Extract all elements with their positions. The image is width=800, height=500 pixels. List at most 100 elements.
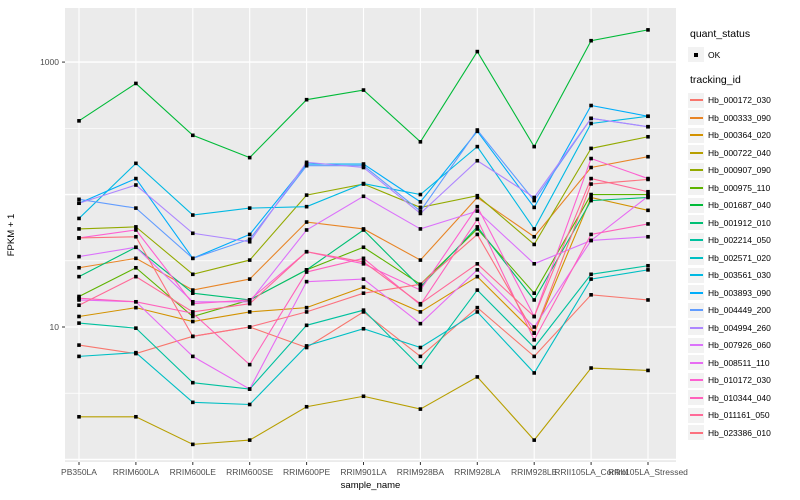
data-point <box>361 194 366 199</box>
data-point <box>247 387 252 391</box>
legend-label-Hb_000364_020: Hb_000364_020 <box>708 130 771 141</box>
legend-label-Hb_011161_050: Hb_011161_050 <box>708 410 770 421</box>
data-point <box>134 183 138 187</box>
data-point <box>77 197 81 202</box>
data-point <box>361 394 366 399</box>
legend-key-line-icon <box>688 302 704 318</box>
legend-label-Hb_003893_090: Hb_003893_090 <box>708 287 771 298</box>
data-point <box>532 242 536 247</box>
data-point <box>247 155 252 160</box>
legend-key-line-icon <box>688 215 704 231</box>
x-tick-label: RRIM600PE <box>283 467 331 477</box>
legend-key-line-icon <box>688 390 704 406</box>
data-point <box>134 274 138 279</box>
data-point <box>191 299 195 304</box>
legend-key-line-icon <box>688 372 704 388</box>
data-point <box>134 176 138 181</box>
data-point <box>304 193 309 197</box>
x-axis-title: sample_name <box>341 480 401 491</box>
legend-item-Hb_000722_040: Hb_000722_040 <box>688 144 798 162</box>
data-point <box>532 331 536 335</box>
legend-item-Hb_003561_030: Hb_003561_030 <box>688 267 798 285</box>
data-point <box>77 321 81 325</box>
data-point <box>418 211 423 216</box>
data-point <box>134 228 138 232</box>
data-point <box>532 291 536 295</box>
data-point <box>77 201 81 206</box>
y-tick-label: 1000 <box>40 57 59 67</box>
data-point <box>646 263 650 268</box>
data-point <box>589 38 593 43</box>
data-point <box>77 354 81 359</box>
data-point <box>304 270 309 274</box>
data-point <box>532 227 536 231</box>
legend-label-Hb_010172_030: Hb_010172_030 <box>708 375 771 386</box>
data-point <box>77 414 81 419</box>
data-point <box>304 310 309 314</box>
data-point <box>646 189 650 194</box>
data-point <box>77 274 81 279</box>
data-point <box>589 366 593 370</box>
x-tick-label: RRIM928LE <box>511 467 558 477</box>
legend-item-Hb_001912_010: Hb_001912_010 <box>688 214 798 232</box>
data-point <box>361 277 366 281</box>
data-point <box>418 192 423 197</box>
data-point <box>191 334 195 339</box>
legend-item-Hb_004449_200: Hb_004449_200 <box>688 302 798 320</box>
data-point <box>589 156 593 161</box>
legend-key-line-icon <box>688 355 704 371</box>
data-point <box>646 124 650 129</box>
data-point <box>191 256 195 261</box>
data-point <box>361 245 366 250</box>
data-point <box>191 291 195 295</box>
data-point <box>361 308 366 312</box>
data-point <box>247 206 252 210</box>
data-point <box>475 262 480 266</box>
data-point <box>191 319 195 324</box>
data-point <box>532 345 536 350</box>
data-point <box>532 325 536 329</box>
data-point <box>361 256 366 261</box>
data-point <box>646 194 650 199</box>
legend-label-Hb_000333_090: Hb_000333_090 <box>708 112 771 123</box>
legend-item-Hb_000364_020: Hb_000364_020 <box>688 127 798 145</box>
data-point <box>77 303 81 308</box>
data-point <box>134 305 138 310</box>
data-point <box>475 49 480 54</box>
data-point <box>191 288 195 292</box>
legend-item-Hb_002571_020: Hb_002571_020 <box>688 249 798 267</box>
data-point <box>646 114 650 119</box>
data-point <box>77 227 81 231</box>
legend-item-quant-ok: OK <box>688 46 798 64</box>
data-point <box>191 272 195 277</box>
data-point <box>475 375 480 379</box>
data-point <box>247 310 252 314</box>
data-point <box>589 192 593 197</box>
data-point <box>589 238 593 243</box>
legend-key-line-icon <box>688 285 704 301</box>
data-point <box>247 232 252 237</box>
legend-label-Hb_003561_030: Hb_003561_030 <box>708 270 771 281</box>
legend-item-Hb_000172_030: Hb_000172_030 <box>688 92 798 110</box>
data-point <box>646 268 650 272</box>
data-point <box>475 227 480 231</box>
data-point <box>589 198 593 203</box>
legend-item-Hb_023386_010: Hb_023386_010 <box>688 424 798 442</box>
data-point <box>532 338 536 342</box>
legend-key-line-icon <box>688 320 704 336</box>
data-point <box>361 181 366 186</box>
data-point <box>247 298 252 302</box>
data-point <box>304 323 309 328</box>
data-point <box>77 296 81 300</box>
data-point <box>191 310 195 314</box>
legend-label-Hb_010344_040: Hb_010344_040 <box>708 392 771 403</box>
data-point <box>532 195 536 200</box>
legend-key-line-icon <box>688 110 704 126</box>
x-tick-label: RRIM928BA <box>397 467 445 477</box>
data-point <box>475 268 480 272</box>
legend-label-Hb_008511_110: Hb_008511_110 <box>708 357 770 368</box>
data-point <box>475 144 480 149</box>
data-point <box>304 204 309 209</box>
legend-item-Hb_011161_050: Hb_011161_050 <box>688 407 798 425</box>
